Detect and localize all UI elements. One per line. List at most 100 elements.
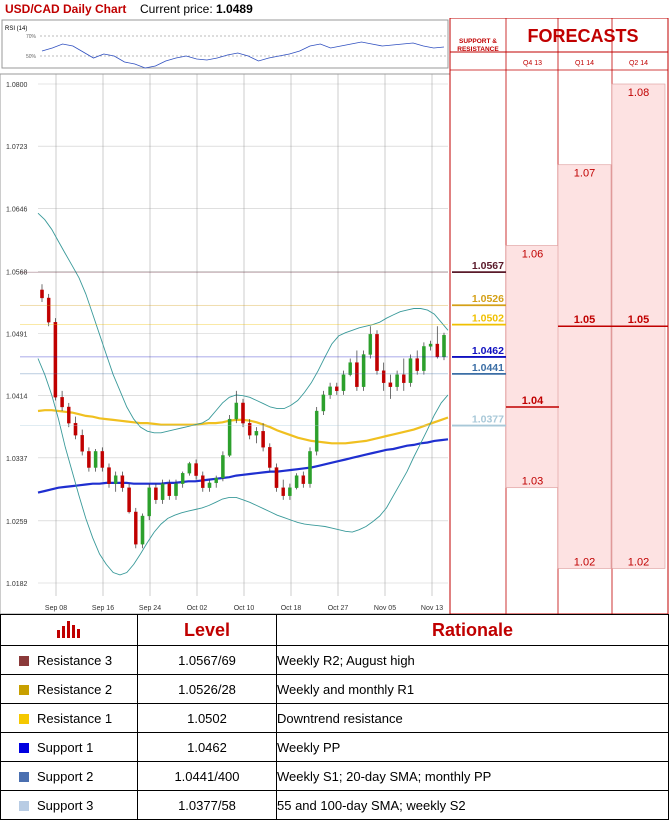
level-name: Support 3	[37, 797, 94, 813]
sma-100-line	[37, 438, 449, 494]
candle-body	[395, 374, 399, 387]
candle-body	[154, 487, 158, 500]
x-tick-label: Sep 24	[139, 605, 161, 612]
level-color-swatch	[19, 656, 29, 667]
table-row: Support 2 1.0441/400 Weekly S1; 20-day SMA…	[0, 761, 669, 791]
forecast-high-label: 1.06	[522, 248, 543, 260]
level-name-cell: Resistance 1	[0, 703, 138, 733]
table-row: Resistance 3 1.0567/69 Weekly R2; August h…	[0, 645, 669, 675]
candle-body	[308, 451, 312, 484]
sr-level-label: 1.0526	[472, 293, 504, 305]
candle-body	[187, 463, 192, 474]
candle-body	[254, 431, 259, 436]
forecast-col-label: Q4 13	[523, 60, 542, 67]
candle-body	[160, 483, 165, 500]
candle-body	[328, 386, 332, 396]
candle-body	[227, 418, 232, 456]
candle-body	[301, 475, 306, 484]
forecast-low-label: 1.03	[522, 476, 543, 488]
bar-chart-icon	[0, 614, 138, 646]
candle-body	[241, 402, 245, 424]
forecast-mid-label: 1.05	[628, 314, 649, 326]
candle-body	[214, 477, 218, 484]
rationale-cell: Downtrend resistance	[276, 703, 669, 733]
current-price: Current price: 1.0489	[140, 2, 253, 16]
level-name: Resistance 2	[37, 681, 113, 697]
rationale-cell: Weekly PP	[276, 732, 669, 762]
bollinger-lower-line	[37, 358, 449, 576]
chart-area: RSI (14) 70% 50% 1.0800 1.0723 1.0646 1.0568 1.…	[0, 18, 669, 615]
candle-body	[368, 334, 373, 355]
rationale-cell: Weekly S1; 20-day SMA; monthly PP	[276, 761, 669, 791]
table-row: Resistance 1 1.0502 Downtrend resistance	[0, 703, 669, 733]
x-tick-label: Oct 27	[328, 605, 349, 612]
level-color-swatch	[19, 743, 29, 754]
x-tick-label: Nov 13	[421, 605, 443, 612]
candle-body	[134, 511, 138, 545]
candle-body	[207, 482, 212, 488]
rsi-panel	[1, 19, 449, 69]
candle-body	[375, 334, 379, 371]
level-name-cell: Support 1	[0, 732, 138, 762]
sr-level-label: 1.0462	[472, 345, 504, 357]
candle-body	[247, 422, 252, 436]
levels-table: Level Rationale Resistance 3 1.0567/69 Wee…	[0, 614, 669, 820]
candle-body	[314, 410, 319, 452]
level-name-cell: Support 2	[0, 761, 138, 791]
y-tick-label: 1.0646	[6, 206, 28, 213]
y-tick-label: 1.0568	[6, 269, 28, 276]
table-row: Support 1 1.0462 Weekly PP	[0, 732, 669, 762]
candle-body	[355, 362, 359, 387]
rationale-header: Rationale	[276, 614, 669, 646]
candle-body	[381, 370, 386, 383]
x-tick-label: Nov 05	[374, 605, 396, 612]
table-row: Resistance 2 1.0526/28 Weekly and monthly …	[0, 674, 669, 704]
candle-body	[40, 289, 44, 299]
forecast-low-label: 1.02	[628, 556, 649, 568]
level-name: Support 1	[37, 739, 94, 755]
level-name: Support 2	[37, 768, 94, 784]
level-name-cell: Resistance 3	[0, 645, 138, 675]
rationale-cell: Weekly and monthly R1	[276, 674, 669, 704]
candle-body	[120, 475, 125, 488]
forecast-col-label: Q1 14	[575, 60, 594, 67]
candle-body	[201, 475, 205, 488]
candle-body	[113, 475, 118, 484]
level-color-swatch	[19, 772, 29, 783]
candle-body	[67, 406, 71, 424]
candle-body	[194, 463, 198, 476]
forecast-high-label: 1.07	[574, 168, 595, 180]
chart-header: USD/CAD Daily Chart Current price: 1.048…	[0, 0, 450, 18]
rsi-50-label: 50%	[26, 54, 37, 60]
candle-body	[60, 397, 64, 408]
candle-body	[294, 475, 299, 488]
level-name-cell: Support 3	[0, 790, 138, 820]
candle-body	[180, 473, 185, 484]
candle-body	[435, 343, 440, 358]
candle-body	[174, 483, 178, 496]
candle-body	[80, 435, 84, 452]
y-tick-label: 1.0491	[6, 332, 28, 339]
sr-level-label: 1.0567	[472, 260, 504, 272]
candle-body	[261, 431, 265, 448]
candle-body	[341, 374, 346, 391]
candle-body	[422, 346, 426, 371]
candle-body	[87, 451, 91, 468]
candle-body	[221, 455, 225, 479]
rationale-cell: Weekly R2; August high	[276, 645, 669, 675]
candle-body	[361, 354, 366, 387]
candle-body	[274, 467, 279, 488]
sr-level-label: 1.0377	[472, 414, 504, 426]
price-panel	[0, 73, 451, 615]
forecast-low-label: 1.02	[574, 556, 595, 568]
x-tick-label: Sep 16	[92, 605, 114, 612]
candle-body	[73, 422, 78, 436]
level-color-swatch	[19, 714, 29, 725]
level-color-swatch	[19, 801, 29, 812]
level-name-cell: Resistance 2	[0, 674, 138, 704]
rsi-70-label: 70%	[26, 34, 37, 40]
x-tick-label: Oct 18	[281, 605, 302, 612]
candle-body	[388, 382, 393, 387]
candle-body	[268, 447, 272, 468]
candle-body	[442, 334, 446, 358]
